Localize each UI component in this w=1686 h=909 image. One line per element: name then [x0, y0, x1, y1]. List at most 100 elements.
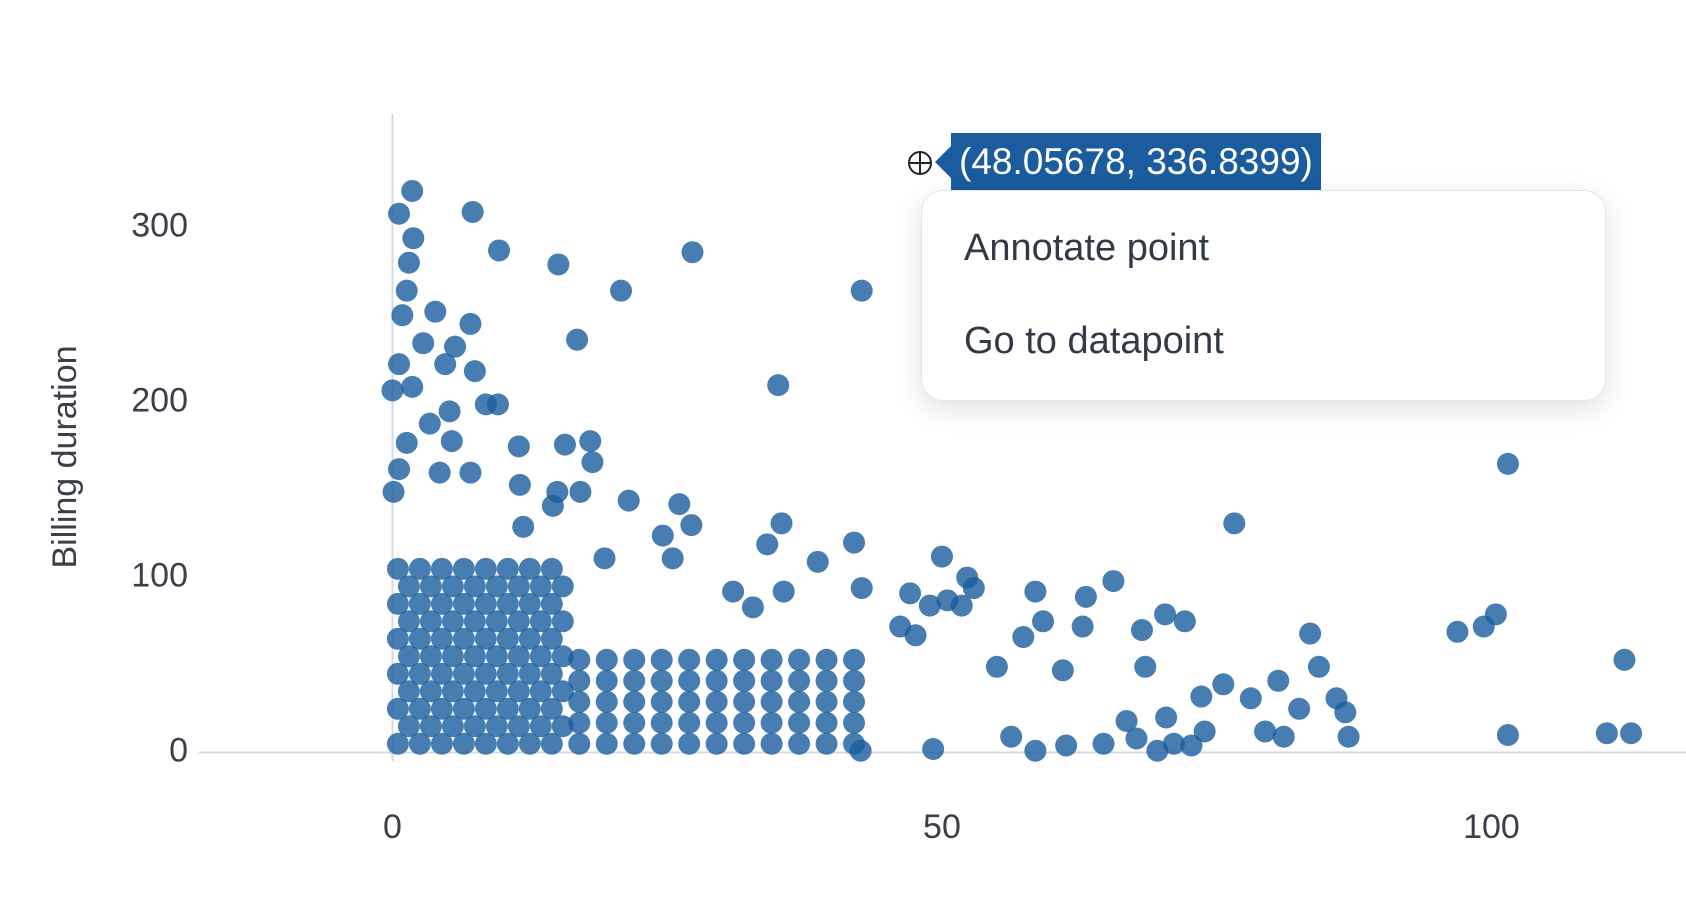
- point: [496, 662, 519, 685]
- point: [1071, 615, 1094, 638]
- point: [815, 732, 838, 755]
- point: [529, 610, 552, 633]
- point: [386, 662, 409, 685]
- point: [395, 279, 418, 302]
- point: [388, 202, 411, 225]
- point: [962, 577, 985, 600]
- point: [401, 375, 424, 398]
- point: [540, 627, 563, 650]
- point: [1180, 734, 1203, 757]
- point: [424, 300, 447, 323]
- point: [1288, 697, 1311, 720]
- point: [733, 732, 756, 755]
- point: [815, 711, 838, 734]
- point: [518, 592, 541, 615]
- point: [843, 648, 866, 671]
- point: [474, 627, 497, 650]
- point: [540, 592, 563, 615]
- point: [806, 550, 829, 573]
- point: [529, 680, 552, 703]
- point: [474, 697, 497, 720]
- point: [507, 680, 530, 703]
- point: [430, 662, 453, 685]
- point: [496, 697, 519, 720]
- x-tick-label: 50: [923, 808, 961, 846]
- point: [430, 732, 453, 755]
- point: [1155, 706, 1178, 729]
- point: [540, 732, 563, 755]
- point: [1032, 610, 1055, 633]
- point: [397, 645, 420, 668]
- point: [463, 575, 486, 598]
- point: [767, 374, 790, 397]
- point: [382, 480, 405, 503]
- point: [485, 645, 508, 668]
- point: [568, 648, 591, 671]
- point: [1272, 725, 1295, 748]
- cursor: [908, 151, 932, 175]
- point: [397, 251, 420, 274]
- point: [1613, 648, 1636, 671]
- point: [850, 279, 873, 302]
- point: [440, 430, 463, 453]
- point: [678, 648, 701, 671]
- point: [985, 655, 1008, 678]
- point: [463, 680, 486, 703]
- point: [463, 645, 486, 668]
- point: [566, 328, 589, 351]
- point: [518, 732, 541, 755]
- point: [430, 557, 453, 580]
- point: [452, 662, 475, 685]
- point: [650, 648, 673, 671]
- point: [595, 711, 618, 734]
- point: [1254, 720, 1277, 743]
- point: [1051, 659, 1074, 682]
- point: [485, 715, 508, 738]
- point: [1620, 722, 1643, 745]
- point: [518, 557, 541, 580]
- point: [1496, 452, 1519, 475]
- point: [610, 279, 633, 302]
- point: [386, 697, 409, 720]
- point: [1299, 622, 1322, 645]
- menu-item[interactable]: Go to datapoint: [964, 320, 1224, 362]
- point: [551, 645, 574, 668]
- point: [1162, 732, 1185, 755]
- point: [553, 433, 576, 456]
- menu-item[interactable]: Annotate point: [964, 227, 1210, 269]
- point: [650, 669, 673, 692]
- point: [428, 461, 451, 484]
- point: [401, 179, 424, 202]
- point: [1055, 734, 1078, 757]
- point: [1115, 710, 1138, 733]
- point: [1212, 673, 1235, 696]
- point: [459, 461, 482, 484]
- point: [568, 732, 591, 755]
- point: [397, 575, 420, 598]
- point: [595, 648, 618, 671]
- point: [512, 515, 535, 538]
- point: [430, 697, 453, 720]
- point: [815, 669, 838, 692]
- point: [760, 690, 783, 713]
- hover-label: (48.05678, 336.8399): [935, 133, 1321, 191]
- point: [617, 489, 640, 512]
- point: [705, 690, 728, 713]
- point: [551, 575, 574, 598]
- point: [452, 592, 475, 615]
- point: [529, 575, 552, 598]
- point: [496, 592, 519, 615]
- point: [568, 669, 591, 692]
- point: [485, 680, 508, 703]
- point: [540, 557, 563, 580]
- point: [595, 669, 618, 692]
- point: [507, 575, 530, 598]
- point: [849, 739, 872, 762]
- point: [518, 627, 541, 650]
- point: [623, 690, 646, 713]
- point: [1337, 725, 1360, 748]
- y-tick-label: 200: [131, 382, 188, 420]
- point: [733, 669, 756, 692]
- point: [1024, 580, 1047, 603]
- point: [518, 697, 541, 720]
